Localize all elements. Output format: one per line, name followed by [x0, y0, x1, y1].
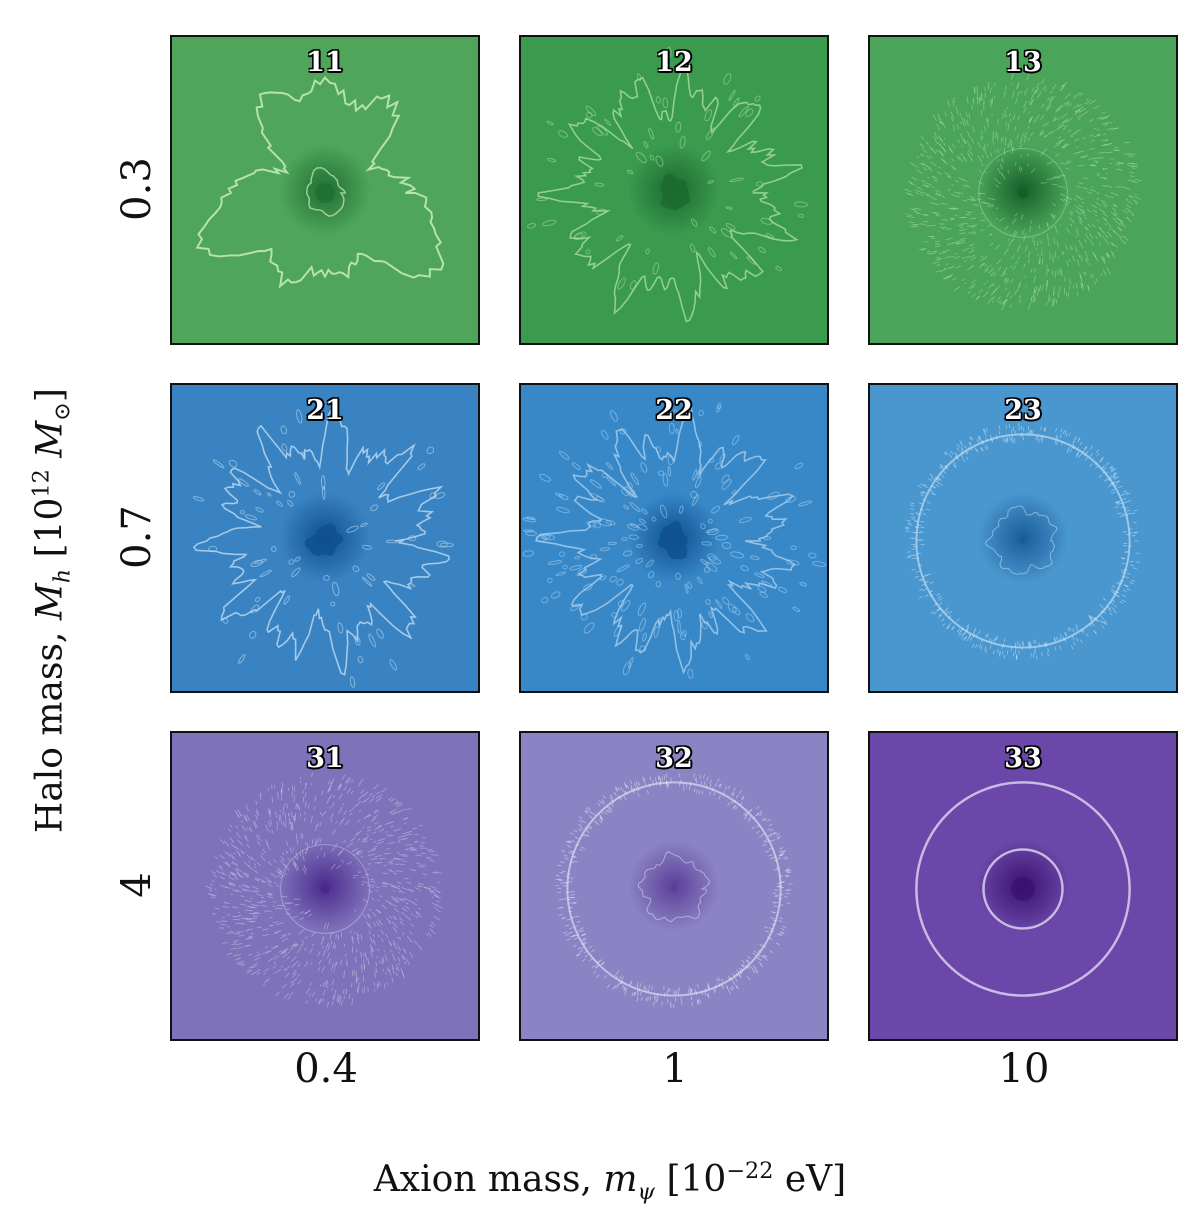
panel-label: 12 [655, 47, 693, 78]
x-axis-label-bracket: [10 [655, 1159, 727, 1200]
panel-13: 13 [868, 35, 1178, 345]
panel-12-image [521, 37, 827, 343]
panel-21: 21 [170, 383, 480, 693]
panel-label: 13 [1004, 47, 1042, 78]
x-axis-label-prefix: Axion mass, [373, 1159, 604, 1200]
panel-22: 22 [519, 383, 829, 693]
row-label-halo-mass: 4 [114, 872, 160, 898]
panel-23: 23 [868, 383, 1178, 693]
y-axis-label-exponent: 12 [28, 469, 55, 498]
panel-31-image [172, 733, 478, 1039]
row-label-halo-mass: 0.3 [114, 157, 160, 221]
panel-21-image [172, 385, 478, 691]
x-axis-label-unit: eV] [773, 1159, 847, 1200]
x-axis-label-exponent: −22 [726, 1158, 774, 1184]
panel-11-image [172, 37, 478, 343]
panel-31: 31 [170, 731, 480, 1041]
panel-23-image [870, 385, 1176, 691]
y-axis-label-unit-subscript: ⊙ [49, 402, 76, 421]
panel-13-image [870, 37, 1176, 343]
panel-12: 12 [519, 35, 829, 345]
y-axis-label-symbol: M [29, 583, 71, 621]
panel-32: 32 [519, 731, 829, 1041]
panel-11: 11 [170, 35, 480, 345]
panel-label: 11 [306, 47, 344, 78]
y-axis-label: Halo mass, Mh [1012 M⊙] [28, 291, 75, 931]
panel-label: 32 [655, 743, 693, 774]
x-axis-label: Axion mass, mψ [10−22 eV] [170, 1158, 1050, 1205]
y-axis-label-prefix: Halo mass, [29, 620, 71, 834]
y-axis-label-subscript: h [49, 568, 76, 584]
panel-32-image [521, 733, 827, 1039]
panel-label: 22 [655, 395, 693, 426]
column-label-axion-mass: 0.4 [294, 1046, 358, 1092]
y-axis-label-bracket-close: ] [29, 388, 71, 403]
x-axis-label-symbol: m [603, 1159, 638, 1200]
y-axis-label-bracket: [10 [29, 497, 71, 569]
y-axis-label-unit-symbol: M [29, 420, 71, 470]
column-label-axion-mass: 1 [662, 1046, 688, 1092]
column-label-axion-mass: 10 [998, 1046, 1050, 1092]
panel-label: 23 [1004, 395, 1042, 426]
x-axis-label-subscript: ψ [637, 1179, 656, 1206]
panel-label: 33 [1004, 743, 1042, 774]
panel-label: 31 [306, 743, 344, 774]
panel-33: 33 [868, 731, 1178, 1041]
panel-33-image [870, 733, 1176, 1039]
row-label-halo-mass: 0.7 [114, 505, 160, 569]
panel-22-image [521, 385, 827, 691]
panel-label: 21 [306, 395, 344, 426]
